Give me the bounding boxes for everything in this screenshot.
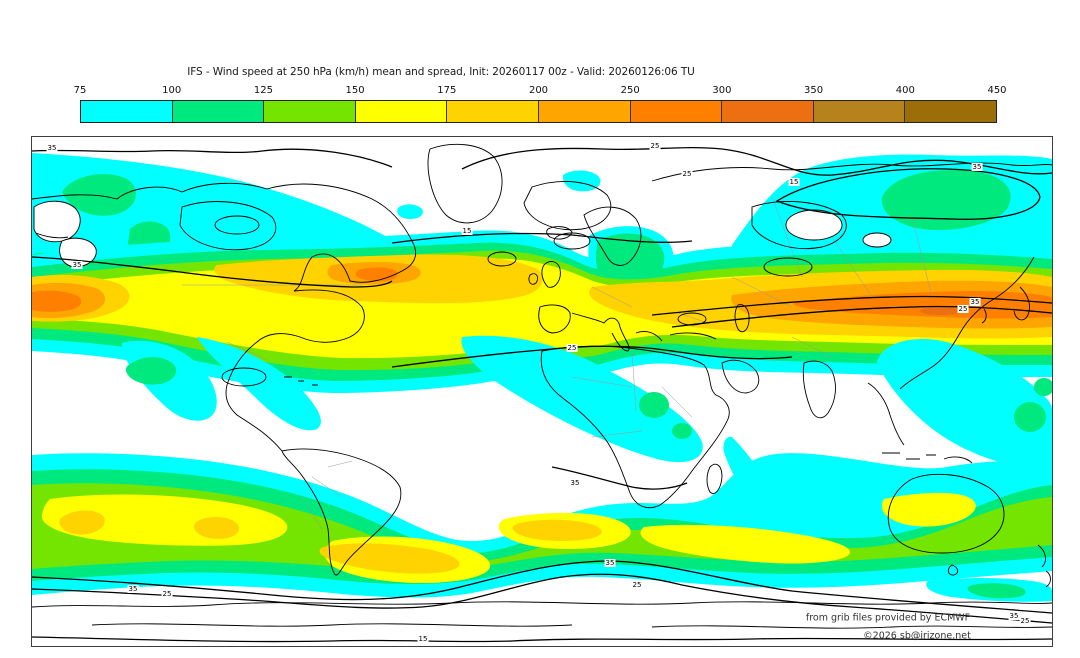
attribution-source: from grib files provided by ECMWF — [805, 612, 971, 624]
colorbar-segment — [355, 101, 448, 122]
colorbar-tick: 100 — [162, 85, 182, 96]
colorbar-tick: 75 — [73, 85, 87, 96]
map-canvas — [32, 143, 1052, 643]
colorbar: 75 100 125 150 175 200 250 300 350 400 450 — [74, 85, 1007, 123]
colorbar-segments — [80, 100, 997, 123]
colorbar-segment — [630, 101, 723, 122]
colorbar-tick: 450 — [987, 85, 1007, 96]
colorbar-tick: 250 — [620, 85, 640, 96]
political-borders — [182, 196, 933, 530]
coastlines — [32, 143, 1052, 629]
colorbar-segment — [172, 101, 265, 122]
colorbar-segment — [722, 101, 814, 122]
colorbar-tick: 350 — [804, 85, 824, 96]
colorbar-tick: 400 — [895, 85, 915, 96]
colorbar-segment — [813, 101, 906, 122]
colorbar-tick: 175 — [437, 85, 457, 96]
colorbar-segment — [905, 101, 996, 122]
wind-speed-bands — [32, 153, 1052, 602]
attribution-copyright: ©2026 sb@irizone.net — [863, 630, 971, 642]
colorbar-tick: 200 — [528, 85, 549, 96]
spread-contours — [32, 146, 1052, 643]
colorbar-tick: 150 — [345, 85, 365, 96]
page-title: IFS - Wind speed at 250 hPa (km/h) mean … — [187, 66, 695, 78]
colorbar-tick: 300 — [712, 85, 732, 96]
weather-map — [31, 136, 1053, 647]
colorbar-segment — [538, 101, 631, 122]
colorbar-segment — [447, 101, 539, 122]
colorbar-tick: 125 — [253, 85, 273, 96]
colorbar-segment — [81, 101, 173, 122]
colorbar-segment — [264, 101, 356, 122]
